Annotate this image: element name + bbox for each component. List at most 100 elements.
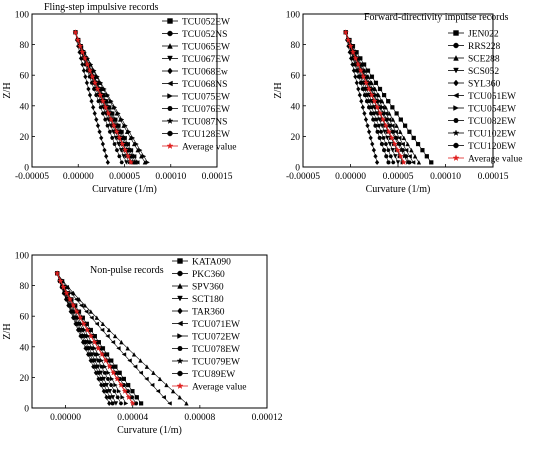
legend-marker	[177, 307, 183, 315]
series-line	[56, 273, 142, 404]
data-point	[371, 97, 378, 104]
data-point	[107, 129, 113, 134]
y-tick-label: 40	[20, 102, 30, 112]
data-point	[99, 97, 107, 104]
data-point	[345, 36, 352, 43]
y-tick-label: 80	[20, 282, 30, 292]
data-point	[363, 79, 370, 86]
legend-marker	[176, 382, 184, 389]
chart-panel-2: 0 20 40 60 80 100 -0.00005 0.00000 0.00005 0.0001…	[273, 11, 522, 196]
legend-marker	[453, 42, 459, 49]
data-point	[398, 117, 403, 122]
y-axis-label: Z/H	[2, 323, 13, 339]
x-tick-label: 0.00000	[335, 172, 366, 182]
data-point	[129, 400, 136, 407]
data-point	[360, 73, 367, 80]
legend-marker	[166, 117, 174, 124]
legend-marker	[453, 118, 459, 123]
data-point	[80, 61, 85, 68]
data-point	[116, 346, 121, 351]
data-point	[102, 357, 109, 364]
data-point	[184, 401, 189, 406]
data-point	[373, 153, 378, 159]
data-point	[397, 129, 403, 134]
legend-label: TCU128EW	[182, 130, 230, 140]
data-point	[138, 147, 143, 153]
legend-marker	[452, 154, 460, 161]
y-tick-label: 100	[15, 11, 30, 21]
data-point	[177, 394, 182, 400]
legend-label: TCU067EW	[182, 55, 230, 65]
data-point	[107, 400, 112, 407]
data-point	[112, 105, 118, 110]
legend-marker	[177, 258, 183, 264]
data-point	[96, 99, 101, 104]
data-point	[105, 110, 112, 117]
data-point	[81, 68, 87, 74]
data-point	[424, 154, 429, 159]
data-point	[114, 148, 120, 153]
data-point	[95, 123, 101, 129]
data-point	[119, 117, 125, 122]
data-point	[354, 80, 359, 86]
y-axis-label: Z/H	[273, 82, 284, 98]
data-point	[97, 91, 104, 98]
data-point	[364, 99, 370, 104]
data-point	[347, 42, 354, 49]
legend-label: SPV360	[192, 283, 224, 293]
data-point	[397, 153, 404, 159]
y-tick-label: 0	[24, 164, 29, 174]
data-point	[104, 153, 109, 159]
series-line	[56, 273, 117, 404]
data-point	[94, 116, 99, 123]
data-point	[84, 309, 89, 314]
data-point	[353, 74, 358, 80]
data-point	[379, 123, 385, 129]
x-tick-label: 0.00005	[383, 172, 414, 182]
chart-title: Forward-directivity impulse records	[364, 12, 509, 23]
legend-label: TAR360	[192, 308, 225, 318]
legend-label: SCT180	[192, 295, 224, 305]
series-line	[345, 32, 405, 163]
data-point	[92, 352, 98, 357]
data-point	[377, 135, 382, 141]
legend-label: Average value	[182, 143, 236, 153]
y-tick-label: 40	[291, 102, 301, 112]
data-point	[411, 135, 416, 141]
data-point	[386, 117, 392, 122]
data-point	[373, 92, 379, 98]
data-point	[420, 148, 425, 153]
legend-marker	[177, 295, 183, 302]
data-point	[72, 29, 79, 35]
data-point	[100, 321, 106, 326]
data-point	[132, 364, 138, 369]
data-point	[380, 116, 387, 123]
legend: KATA090 PKC360 SPV360 SCT180 TAR360 TCU071EW T…	[172, 258, 246, 393]
legend-label: TCU065EW	[182, 43, 230, 53]
data-point	[120, 395, 125, 400]
series-line	[75, 32, 132, 163]
data-point	[95, 74, 100, 79]
data-point	[113, 382, 118, 388]
data-point	[381, 92, 387, 98]
legend-marker	[167, 67, 173, 75]
x-tick-label: 0.00010	[155, 172, 186, 182]
data-point	[77, 42, 84, 49]
data-point	[100, 141, 106, 147]
data-point	[369, 111, 374, 116]
data-point	[388, 134, 395, 141]
data-point	[129, 395, 135, 400]
legend-marker	[167, 55, 173, 62]
data-point	[133, 401, 139, 406]
data-point	[109, 376, 115, 382]
series-line	[75, 32, 123, 163]
data-point	[88, 352, 93, 357]
legend-marker	[453, 105, 459, 111]
data-point	[90, 104, 96, 110]
data-point	[125, 141, 130, 147]
data-point	[405, 141, 410, 147]
data-point	[391, 160, 396, 165]
data-point	[123, 123, 128, 128]
data-point	[373, 80, 379, 85]
data-point	[393, 154, 398, 159]
